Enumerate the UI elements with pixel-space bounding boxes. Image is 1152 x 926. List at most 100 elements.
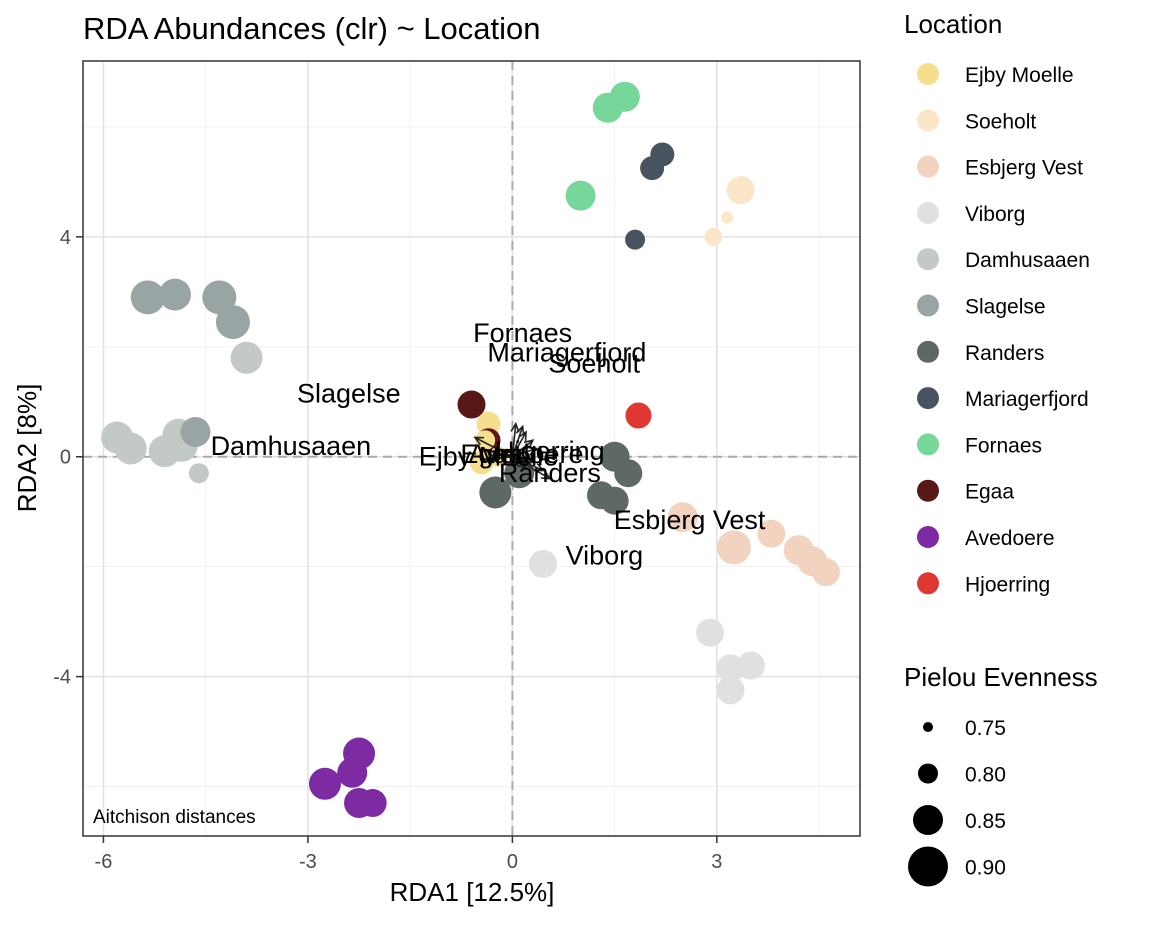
data-point [114,432,147,465]
legend: Location Pielou Evenness Ejby Moelle Soeh… [904,9,1098,887]
legend-color-key [917,294,939,317]
data-point [180,417,211,448]
legend-size-key [923,722,933,732]
legend-size-key [918,763,938,784]
legend-color-key [917,526,939,548]
data-point [716,654,745,683]
data-point [625,229,646,250]
centroid-label: Viborg [566,541,644,571]
data-point [716,676,745,705]
centroid-label: Ejby Moelle [419,442,559,472]
centroid-label: Egaa [460,439,524,469]
loading-arrow [511,431,527,458]
legend-size-key [913,805,943,835]
data-point [188,463,209,484]
centroid-label: Hjoerring [495,436,605,466]
data-point [529,549,558,578]
legend-color-key [917,201,939,224]
data-point [457,390,486,419]
loading-arrow [511,456,551,480]
legend-color-label: Avedoere [965,527,1055,550]
legend-color-key [917,155,939,178]
distance-annotation: Aitchison distances [93,807,256,828]
legend-color-label: Viborg [965,203,1025,226]
legend-color-key [917,572,939,595]
y-axis-label: RDA2 [8%] [12,384,42,513]
data-point [625,402,652,429]
loading-arrow [485,455,513,461]
data-point [600,486,629,515]
data-point [811,558,840,587]
legend-color-key [917,340,939,363]
x-tick-label: 0 [507,851,518,873]
centroid-label: Fornaes [473,318,572,348]
loading-arrow-head [517,459,528,469]
loading-arrow-head [473,436,484,446]
legend-color-key [917,433,939,456]
legend-color-label: Ejby Moelle [965,64,1074,87]
legend-size-label: 0.85 [965,810,1006,833]
legend-color-label: Esbjerg Vest [965,157,1083,180]
centroid-label: Mariagerfjord [487,337,646,367]
panel-border [82,60,861,837]
legend-color-label: Damhusaaen [965,249,1090,272]
legend-color-key [917,387,939,410]
legend-color-key [917,63,939,85]
legend-size-title: Pielou Evenness [904,662,1098,692]
legend-color-key [917,109,939,132]
centroid-label: Randers [499,458,601,488]
loading-arrow-head [527,446,538,456]
legend-color-label: Soeholt [965,110,1036,133]
data-point [337,757,368,788]
data-point [592,92,623,123]
legend-color-label: Fornaes [965,434,1042,457]
legend-color-label: Randers [965,342,1044,365]
legend-size-label: 0.75 [965,717,1006,740]
data-point [479,476,512,509]
centroid-label: Slagelse [297,379,401,409]
data-point [308,767,341,800]
y-tick-label: 4 [60,227,71,249]
loading-arrow [511,439,534,458]
loading-arrow [511,423,517,457]
loading-arrow-head [515,424,525,436]
legend-color-label: Mariagerfjord [965,388,1089,411]
loading-arrow-head [490,448,501,458]
legend-size-label: 0.90 [965,857,1006,880]
loading-arrow [511,456,527,469]
centroid-label: Soeholt [548,348,640,378]
legend-color-title: Location [904,9,1002,39]
x-tick-label: 3 [711,851,722,873]
data-point [614,459,643,488]
data-point [230,341,263,374]
x-tick-label: -6 [95,851,113,873]
legend-size-label: 0.80 [965,764,1006,787]
data-point [726,176,755,205]
loading-arrow-head [483,454,494,464]
centroid-label: Esbjerg Vest [614,505,766,535]
data-point [202,280,237,315]
legend-size-key [908,846,948,887]
data-point [469,450,494,475]
loading-arrow [491,450,513,458]
data-point [736,651,765,680]
y-tick-label: 0 [60,447,71,469]
legend-color-label: Hjoerring [965,573,1050,596]
data-point [476,411,501,436]
loading-arrow [474,436,513,458]
centroid-label: Avedoere [468,439,583,469]
loading-arrow-head [540,470,552,480]
legend-color-label: Slagelse [965,296,1046,319]
chart-title: RDA Abundances (clr) ~ Location [83,11,541,46]
data-point [640,156,665,181]
loading-arrow [512,447,537,458]
loading-arrow-head [518,430,527,442]
loading-arrow [511,426,524,458]
data-point [215,305,250,340]
data-point [696,618,725,647]
legend-color-key [917,248,939,271]
legend-color-key [917,479,939,502]
x-axis-label: RDA1 [12.5%] [390,877,555,907]
